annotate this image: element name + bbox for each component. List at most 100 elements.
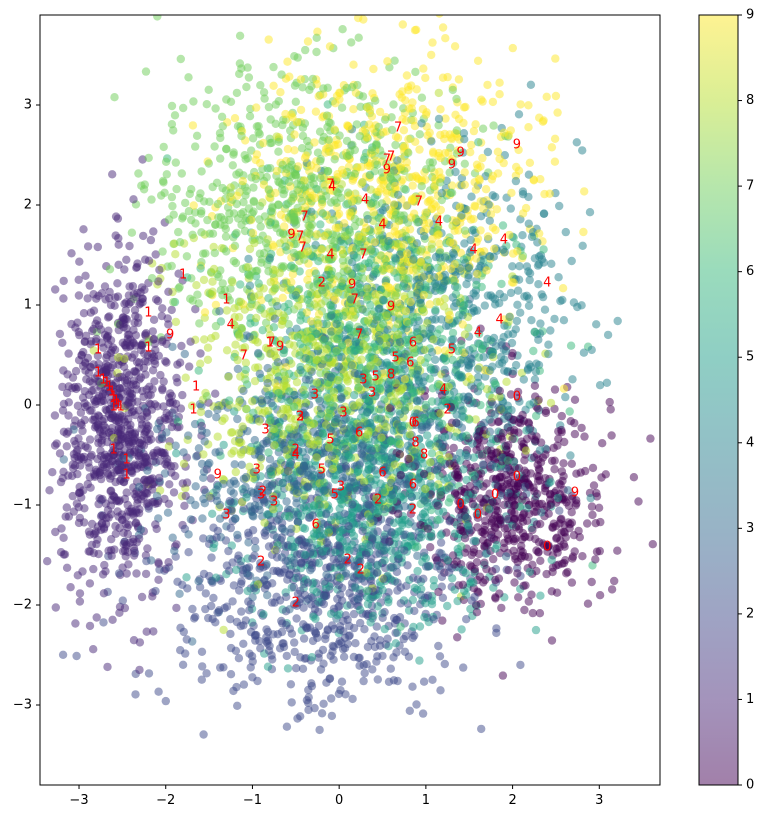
scatter-point [374, 304, 383, 313]
scatter-point [426, 543, 435, 552]
scatter-point [469, 214, 478, 224]
scatter-point [50, 411, 60, 420]
scatter-point [378, 651, 387, 661]
scatter-point [231, 0, 239, 5]
scatter-point [572, 138, 581, 147]
scatter-point [175, 589, 184, 598]
scatter-point [427, 449, 437, 458]
scatter-point [421, 73, 430, 83]
scatter-point [244, 73, 254, 82]
scatter-point [74, 503, 83, 512]
scatter-point [197, 675, 206, 684]
scatter-point [248, 229, 258, 238]
scatter-point [580, 187, 589, 196]
scatter-point [302, 345, 311, 355]
scatter-point [356, 262, 365, 271]
scatter-point [176, 404, 186, 413]
scatter-point [93, 420, 103, 429]
scatter-point [535, 609, 545, 618]
scatter-point [535, 229, 544, 238]
scatter-point [391, 628, 400, 638]
scatter-point [396, 599, 405, 608]
scatter-point [440, 148, 450, 158]
scatter-point [507, 338, 517, 348]
scatter-point [48, 468, 57, 477]
scatter-point [167, 192, 177, 202]
scatter-point [51, 603, 60, 612]
scatter-point [372, 657, 381, 666]
scatter-point [427, 532, 436, 542]
scatter-point [58, 406, 68, 415]
scatter-point [89, 530, 99, 539]
scatter-point [450, 42, 460, 51]
scatter-point [307, 653, 317, 662]
scatter-point [602, 378, 612, 387]
scatter-point [506, 390, 516, 399]
scatter-point [197, 167, 206, 176]
scatter-point [483, 80, 492, 90]
scatter-point [219, 625, 228, 635]
scatter-point [248, 507, 257, 517]
scatter-point [213, 199, 223, 209]
scatter-point [275, 596, 285, 605]
scatter-point [368, 665, 377, 674]
scatter-point [232, 228, 241, 238]
scatter-point [126, 392, 135, 401]
scatter-point [55, 449, 65, 458]
scatter-point [240, 151, 249, 160]
scatter-point [598, 439, 607, 448]
scatter-point [59, 533, 68, 542]
scatter-point [156, 370, 165, 380]
scatter-point [256, 222, 265, 231]
scatter-point [241, 404, 251, 414]
scatter-point [481, 172, 490, 181]
scatter-point [225, 496, 234, 506]
scatter-point [542, 92, 551, 102]
scatter-point [198, 662, 207, 671]
scatter-point [390, 56, 399, 65]
scatter-point [469, 545, 479, 554]
scatter-point [296, 75, 306, 84]
scatter-point [397, 93, 406, 102]
scatter-point [245, 112, 255, 121]
scatter-point [142, 556, 151, 566]
scatter-point [111, 212, 121, 221]
scatter-point [561, 392, 570, 402]
scatter-point [516, 308, 525, 317]
scatter-point [180, 349, 189, 359]
scatter-point [530, 375, 540, 384]
scatter-point [662, 448, 670, 456]
scatter-point [335, 636, 344, 646]
scatter-point [230, 304, 239, 313]
scatter-point [242, 82, 251, 92]
scatter-point [85, 435, 95, 444]
scatter-point [75, 589, 85, 598]
scatter-point [425, 374, 435, 383]
scatter-point [140, 180, 149, 189]
scatter-point [546, 326, 555, 335]
scatter-point [380, 624, 389, 634]
scatter-point [236, 579, 246, 588]
scatter-point [516, 660, 525, 670]
scatter-point [434, 641, 443, 651]
scatter-point [210, 142, 219, 151]
scatter-point [478, 97, 487, 106]
scatter-point [541, 406, 550, 416]
scatter-point [58, 382, 67, 392]
scatter-point [202, 392, 212, 401]
scatter-point [283, 664, 293, 673]
scatter-point [73, 401, 83, 410]
scatter-point [285, 624, 295, 633]
scatter-point [51, 527, 60, 537]
scatter-point [202, 669, 211, 678]
scatter-point [435, 561, 444, 571]
scatter-point [254, 279, 263, 288]
scatter-point [216, 663, 225, 672]
scatter-point [184, 431, 193, 440]
scatter-point [443, 601, 452, 611]
scatter-point [339, 652, 349, 661]
scatter-point [238, 176, 247, 186]
scatter-point [164, 442, 174, 451]
scatter-point [211, 104, 220, 113]
scatter-point [255, 201, 265, 211]
